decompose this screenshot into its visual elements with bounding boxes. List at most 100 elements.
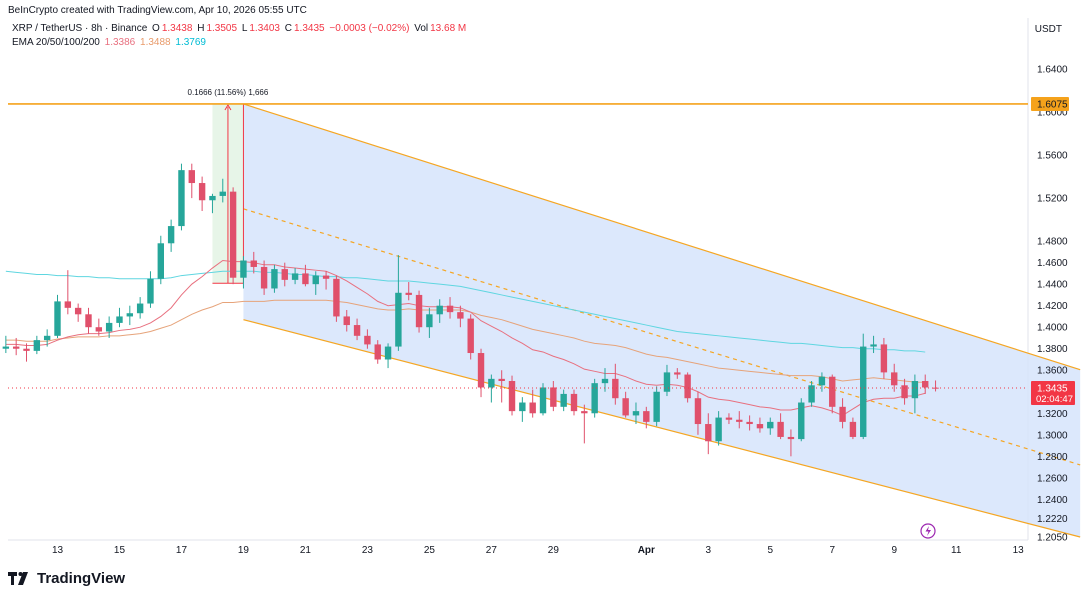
candle-body <box>922 381 929 388</box>
candle <box>508 375 516 416</box>
candle <box>880 337 888 379</box>
candle <box>23 343 30 362</box>
candle <box>663 364 671 397</box>
candle <box>932 380 939 392</box>
candle-body <box>798 402 805 440</box>
candle-body <box>281 269 288 280</box>
candle <box>581 404 588 444</box>
candle-body <box>911 381 919 399</box>
current-price-tag <box>1031 380 1075 405</box>
candle <box>343 309 350 332</box>
candle-body <box>364 335 371 345</box>
high-label: H <box>197 23 205 34</box>
candle-body <box>302 273 309 285</box>
time-tick-label: 3 <box>706 545 712 556</box>
candle <box>271 264 278 293</box>
candle <box>353 318 361 341</box>
current-price-label: 1.3435 <box>1037 383 1068 394</box>
ema20-line <box>5 259 926 416</box>
candle <box>550 381 557 412</box>
candle-body <box>250 260 257 267</box>
open-label: O <box>152 23 160 34</box>
candle-body <box>446 305 454 313</box>
price-tick-label: 1.4600 <box>1037 258 1068 269</box>
candle-body <box>95 327 103 332</box>
ema-label[interactable]: EMA 20/50/100/200 <box>12 37 100 48</box>
candle-body <box>136 303 144 314</box>
candle <box>870 335 877 354</box>
candle-body <box>147 278 154 304</box>
currency-label[interactable]: USDT <box>1034 24 1062 35</box>
candle-body <box>126 313 134 317</box>
candle-body <box>167 226 175 244</box>
volume-value: 13.68 M <box>430 23 467 34</box>
candle-body <box>560 393 567 407</box>
candle <box>746 415 753 431</box>
candle-body <box>54 301 61 336</box>
candle <box>364 329 371 349</box>
candle-body <box>219 191 226 196</box>
candle <box>178 163 185 231</box>
candle <box>74 303 82 322</box>
candle <box>715 411 722 446</box>
candle <box>281 262 288 287</box>
candle-body <box>188 170 195 184</box>
tradingview-wordmark: TradingView <box>37 570 126 587</box>
ema50-line <box>5 299 926 383</box>
candle-body <box>818 376 826 386</box>
candle-body <box>33 340 41 351</box>
candle <box>818 372 826 392</box>
candle <box>157 235 164 285</box>
measure-tool: 0.1666 (11.56%) 1,666 <box>188 88 269 284</box>
symbol-label[interactable]: XRP / TetherUS · 8h · Binance <box>12 23 148 34</box>
candle-body <box>405 292 412 295</box>
price-tick-label: 1.2600 <box>1037 473 1068 484</box>
candle-body <box>767 421 774 429</box>
time-axis[interactable]: 13 15 17 19 21 23 25 27 29 Apr 3 5 7 9 11 13 <box>52 545 1024 556</box>
tradingview-logo[interactable]: TradingView <box>8 570 125 587</box>
price-axis[interactable]: 1.6400 1.6000 1.5600 1.5200 1.4800 1.4600 1.44… <box>1031 65 1075 544</box>
candle-body <box>870 344 877 347</box>
candle <box>446 297 454 319</box>
candle-body <box>64 301 72 308</box>
close-value: 1.3435 <box>293 23 325 34</box>
time-tick-label: 9 <box>891 545 897 556</box>
time-tick-label: 29 <box>548 545 560 556</box>
candle-body <box>529 402 536 414</box>
price-tick-label: 1.4800 <box>1037 237 1068 248</box>
candle-body <box>74 307 82 315</box>
candle <box>136 297 144 319</box>
candle-body <box>612 378 619 399</box>
candle-body <box>932 387 939 389</box>
candle <box>622 391 629 418</box>
candle <box>167 219 175 252</box>
candle <box>756 417 764 433</box>
price-tick-label: 1.4200 <box>1037 301 1068 312</box>
candle-body <box>426 314 433 328</box>
candle-body <box>622 398 629 416</box>
candle-body <box>415 294 423 328</box>
candle <box>374 340 381 364</box>
high-value: 1.3505 <box>206 23 238 34</box>
candle <box>653 386 660 427</box>
price-tick-label: 1.5600 <box>1037 151 1068 162</box>
candle <box>694 391 702 435</box>
candle <box>43 329 51 347</box>
tradingview-logo-icon <box>8 572 28 585</box>
close-label: C <box>284 23 292 34</box>
price-lines <box>8 103 1028 389</box>
candle <box>829 374 836 414</box>
candle <box>95 318 103 336</box>
candle-body <box>715 417 722 442</box>
candle-body <box>240 260 247 278</box>
candle <box>539 383 547 416</box>
candle-body <box>498 378 505 381</box>
candle <box>705 413 712 455</box>
candle <box>922 374 929 394</box>
candle-body <box>457 312 464 319</box>
channel-lower-line <box>243 319 1081 538</box>
candle-body <box>849 421 857 437</box>
candle-body <box>860 346 867 437</box>
candle-body <box>374 344 381 360</box>
